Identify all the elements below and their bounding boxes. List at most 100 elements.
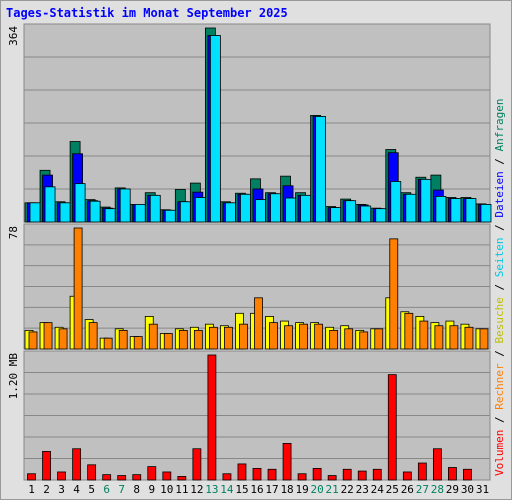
legend-item-anfragen: Anfragen [493,98,506,151]
bar-rechner-day-18 [284,325,293,350]
bar-volumen-day-14 [222,473,232,481]
x-tick-label: 7 [118,483,125,496]
bar-rechner-day-22 [344,328,354,350]
bar-volumen-day-13 [207,354,217,481]
bar-volumen-day-20 [312,467,322,481]
legend-item-besuche: Besuche [493,297,506,343]
legend-separator: / [493,277,506,297]
bar-seiten-day-5 [89,200,101,223]
bar-volumen-day-10 [162,471,172,481]
bar-rechner-day-10 [163,333,173,350]
bar-rechner-day-21 [329,329,339,350]
bar-volumen-day-1 [27,473,36,481]
panel_top-max-label: 364 [7,26,20,46]
x-tick-label: 21 [326,483,339,496]
x-tick-label: 27 [416,483,429,496]
bar-volumen-day-24 [372,468,382,481]
bar-rechner-day-15 [239,323,248,350]
bar-volumen-day-19 [297,473,307,481]
bar-rechner-day-11 [178,329,188,350]
x-tick-label: 13 [205,483,218,496]
bar-seiten-day-7 [119,188,131,223]
x-tick-label: 23 [356,483,369,496]
x-tick-label: 28 [431,483,444,496]
bar-rechner-day-16 [254,297,263,350]
bar-volumen-day-16 [252,467,262,481]
bar-rechner-day-25 [389,238,399,350]
bar-seiten-day-18 [285,197,296,223]
x-tick-label: 17 [265,483,278,496]
bar-seiten-day-16 [255,199,266,223]
bar-rechner-day-30 [464,326,474,350]
bar-seiten-day-6 [104,208,116,223]
x-tick-label: 19 [295,483,308,496]
bar-rechner-day-26 [404,312,414,350]
x-tick-label: 20 [311,483,324,496]
bar-rechner-day-31 [479,328,489,350]
legend-separator: / [493,344,506,364]
bar-seiten-day-24 [375,208,387,223]
bar-seiten-day-30 [465,198,477,223]
bar-volumen-day-17 [267,468,277,481]
bar-volumen-day-26 [402,471,412,481]
bar-seiten-day-19 [300,194,311,223]
bar-volumen-day-15 [237,463,247,481]
bar-volumen-day-21 [327,475,337,481]
bar-rechner-day-12 [193,329,203,350]
bar-rechner-day-23 [359,331,369,350]
bar-rechner-day-20 [314,323,324,350]
x-tick-label: 24 [371,483,385,496]
bar-rechner-day-1 [28,331,38,350]
x-tick-label: 5 [88,483,95,496]
bar-rechner-day-17 [269,322,278,350]
bar-volumen-day-12 [192,448,202,481]
bar-rechner-day-2 [43,322,53,350]
x-tick-label: 12 [190,483,203,496]
bar-volumen-day-2 [42,451,51,481]
bar-volumen-day-27 [417,462,427,481]
bar-rechner-day-28 [434,325,444,350]
bar-rechner-day-4 [73,227,83,350]
bar-rechner-day-13 [208,326,218,350]
bar-rechner-day-24 [374,328,384,350]
x-tick-label: 31 [476,483,489,496]
bar-rechner-day-7 [118,329,128,350]
bar-rechner-day-19 [299,323,308,350]
bar-seiten-day-9 [149,194,161,223]
bar-seiten-day-3 [59,202,71,223]
legend-separator: / [493,218,506,238]
bar-rechner-day-27 [419,320,429,350]
bar-volumen-day-6 [102,474,112,481]
bar-seiten-day-23 [360,205,372,223]
chart-title: Tages-Statistik im Monat September 2025 [6,6,288,20]
x-tick-label: 10 [160,483,173,496]
legend-separator: / [493,151,506,171]
bar-seiten-day-28 [435,196,447,223]
x-tick-label: 9 [148,483,155,496]
bar-volumen-day-7 [117,475,127,481]
x-tick-label: 25 [386,483,399,496]
bar-seiten-day-12 [194,197,206,223]
bar-volumen-day-30 [463,468,472,481]
x-tick-label: 22 [341,483,354,496]
bar-seiten-day-26 [405,193,417,223]
bar-volumen-day-29 [448,467,457,481]
x-tick-label: 11 [175,483,188,496]
x-tick-label: 1 [28,483,35,496]
bar-seiten-day-25 [390,181,402,223]
bar-seiten-day-4 [74,183,86,223]
bar-rechner-day-29 [449,325,459,350]
bar-seiten-day-29 [450,198,462,223]
bar-seiten-day-17 [270,193,281,223]
bar-rechner-day-3 [58,328,68,350]
bar-volumen-day-25 [387,374,397,481]
x-tick-label: 6 [103,483,110,496]
x-tick-label: 3 [58,483,65,496]
bar-rechner-day-8 [133,336,143,350]
legend-item-dateien: Dateien [493,171,506,217]
bar-volumen-day-8 [132,474,142,481]
bar-seiten-day-20 [315,116,327,223]
panel_mid-max-label: 78 [7,226,20,239]
